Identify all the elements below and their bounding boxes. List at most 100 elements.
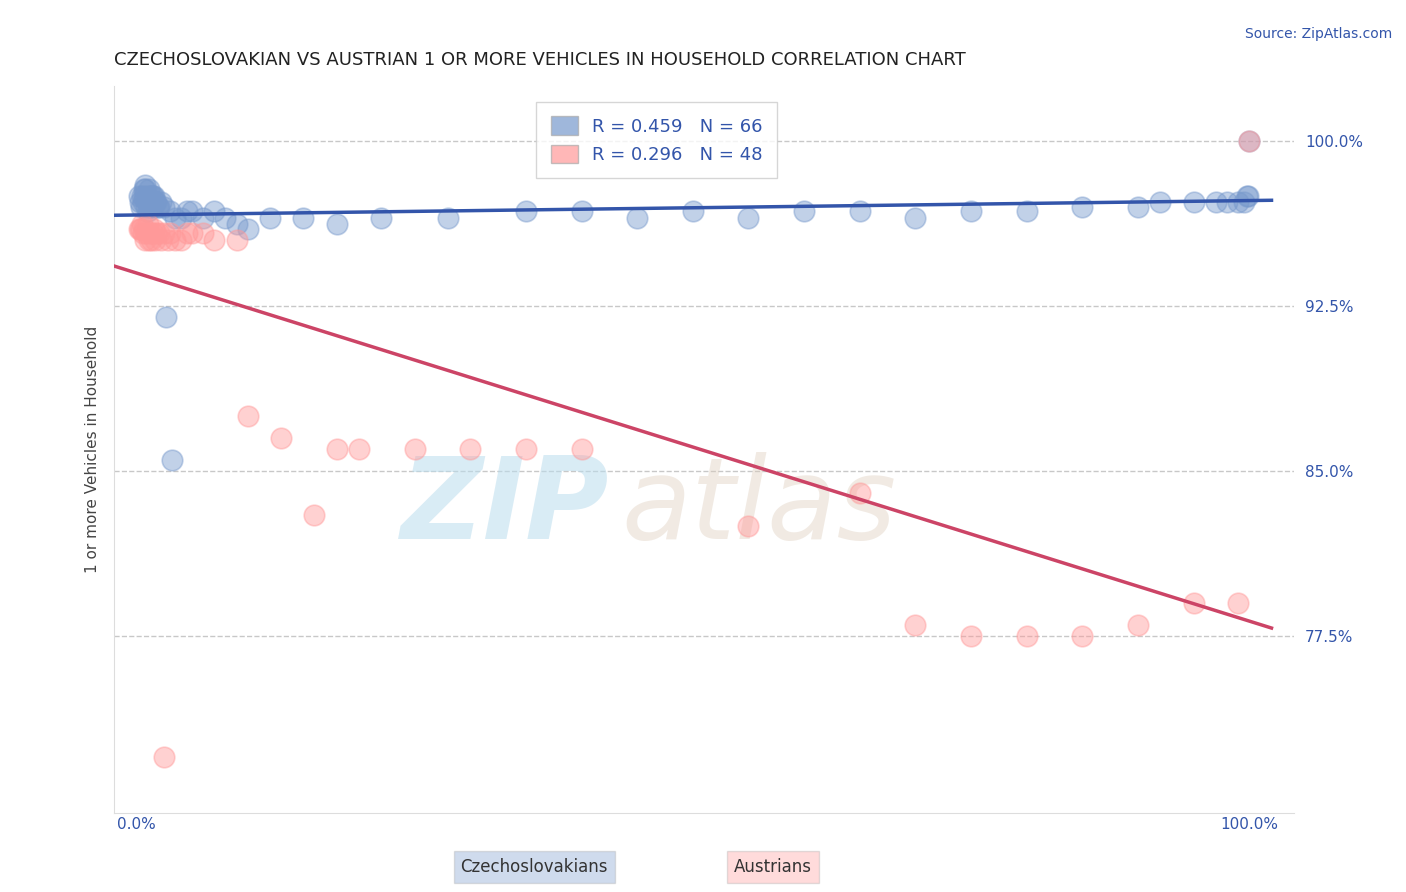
- Point: [131, 217, 153, 231]
- Point: [181, 226, 204, 240]
- Point: [960, 629, 983, 643]
- Point: [1126, 618, 1149, 632]
- Point: [437, 211, 460, 225]
- Legend: R = 0.459   N = 66, R = 0.296   N = 48: R = 0.459 N = 66, R = 0.296 N = 48: [536, 102, 778, 178]
- Point: [128, 221, 150, 235]
- Point: [202, 233, 225, 247]
- Point: [146, 200, 169, 214]
- Point: [904, 211, 927, 225]
- Point: [225, 233, 247, 247]
- Point: [259, 211, 281, 225]
- Point: [571, 204, 593, 219]
- Point: [135, 226, 157, 240]
- Point: [165, 211, 187, 225]
- Point: [134, 182, 156, 196]
- Point: [143, 233, 166, 247]
- Point: [131, 188, 153, 202]
- Point: [326, 217, 349, 231]
- Point: [149, 195, 172, 210]
- Point: [347, 442, 370, 456]
- Point: [1071, 629, 1094, 643]
- Point: [139, 226, 162, 240]
- Point: [139, 200, 162, 214]
- Point: [153, 750, 176, 764]
- Point: [143, 195, 166, 210]
- Point: [202, 204, 225, 219]
- Point: [1216, 195, 1239, 210]
- Point: [1227, 195, 1250, 210]
- Point: [165, 233, 187, 247]
- Point: [326, 442, 349, 456]
- Point: [134, 221, 156, 235]
- Point: [849, 486, 872, 500]
- Point: [304, 508, 326, 522]
- Point: [737, 519, 759, 533]
- Point: [156, 233, 179, 247]
- Point: [153, 226, 176, 240]
- Point: [132, 226, 155, 240]
- Point: [135, 200, 157, 214]
- Point: [214, 211, 236, 225]
- Point: [142, 188, 165, 202]
- Point: [128, 188, 150, 202]
- Point: [737, 211, 759, 225]
- Point: [141, 188, 163, 202]
- Point: [236, 221, 259, 235]
- Point: [1182, 195, 1205, 210]
- Point: [139, 195, 162, 210]
- Point: [129, 200, 152, 214]
- Point: [571, 442, 593, 456]
- Point: [1236, 188, 1258, 202]
- Point: [134, 178, 156, 192]
- Point: [176, 226, 198, 240]
- Point: [138, 200, 160, 214]
- Point: [148, 200, 170, 214]
- Point: [148, 226, 170, 240]
- Point: [515, 442, 537, 456]
- Point: [1239, 134, 1261, 148]
- Point: [1237, 188, 1260, 202]
- Point: [193, 226, 215, 240]
- Point: [1015, 204, 1038, 219]
- Text: Czechoslovakians: Czechoslovakians: [461, 858, 607, 876]
- Point: [1126, 200, 1149, 214]
- Point: [1149, 195, 1171, 210]
- Point: [145, 195, 167, 210]
- Point: [160, 453, 183, 467]
- Point: [136, 188, 159, 202]
- Point: [145, 226, 167, 240]
- Point: [159, 226, 181, 240]
- Point: [132, 195, 155, 210]
- Point: [176, 204, 198, 219]
- Point: [134, 233, 156, 247]
- Point: [136, 204, 159, 219]
- Text: CZECHOSLOVAKIAN VS AUSTRIAN 1 OR MORE VEHICLES IN HOUSEHOLD CORRELATION CHART: CZECHOSLOVAKIAN VS AUSTRIAN 1 OR MORE VE…: [114, 51, 966, 69]
- Point: [170, 211, 193, 225]
- Point: [270, 431, 292, 445]
- Point: [193, 211, 215, 225]
- Point: [139, 233, 162, 247]
- Point: [129, 221, 152, 235]
- Point: [134, 182, 156, 196]
- Point: [236, 409, 259, 423]
- Text: atlas: atlas: [621, 451, 897, 563]
- Point: [142, 226, 165, 240]
- Point: [292, 211, 315, 225]
- Point: [139, 188, 162, 202]
- Point: [1071, 200, 1094, 214]
- Point: [135, 193, 157, 207]
- Point: [370, 211, 392, 225]
- Point: [960, 204, 983, 219]
- Point: [142, 200, 165, 214]
- Point: [170, 233, 193, 247]
- Point: [181, 204, 204, 219]
- Point: [159, 204, 181, 219]
- Point: [1205, 195, 1227, 210]
- Point: [138, 233, 160, 247]
- Point: [153, 200, 176, 214]
- Text: Source: ZipAtlas.com: Source: ZipAtlas.com: [1244, 27, 1392, 41]
- Point: [225, 217, 247, 231]
- Point: [128, 221, 150, 235]
- Point: [149, 233, 172, 247]
- Point: [134, 188, 156, 202]
